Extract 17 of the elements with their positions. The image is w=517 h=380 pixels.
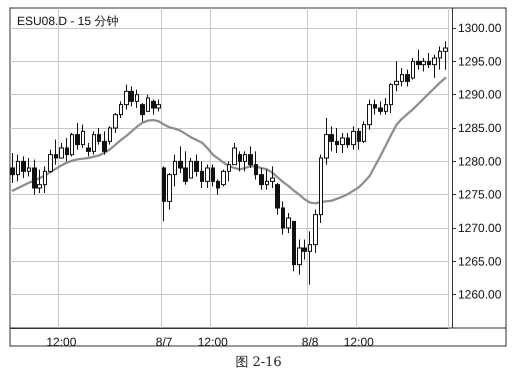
y-tick-label: 1295.00 (458, 54, 502, 68)
x-tick-label: 8/7 (156, 335, 173, 349)
line-series (12, 76, 446, 204)
x-tick-label: 12:00 (46, 335, 77, 349)
y-tick-label: 1270.00 (458, 221, 502, 235)
y-tick-label: 1285.00 (458, 121, 502, 135)
y-tick-label: 1275.00 (458, 188, 502, 202)
y-tick-label: 1300.00 (458, 21, 502, 35)
y-tick-label: 1260.00 (458, 288, 502, 302)
caption: 图 2-16 (235, 355, 282, 370)
y-tick-label: 1265.00 (458, 254, 502, 268)
x-tick-label: 12:00 (344, 335, 374, 349)
y-tick-label: 1290.00 (458, 88, 502, 102)
text: ESU08.D - 15 分钟 (17, 14, 118, 28)
x-tick-label: 8/8 (302, 335, 319, 349)
y-tick-label: 1280.00 (458, 154, 502, 168)
x-tick-label: 12:00 (198, 335, 228, 349)
